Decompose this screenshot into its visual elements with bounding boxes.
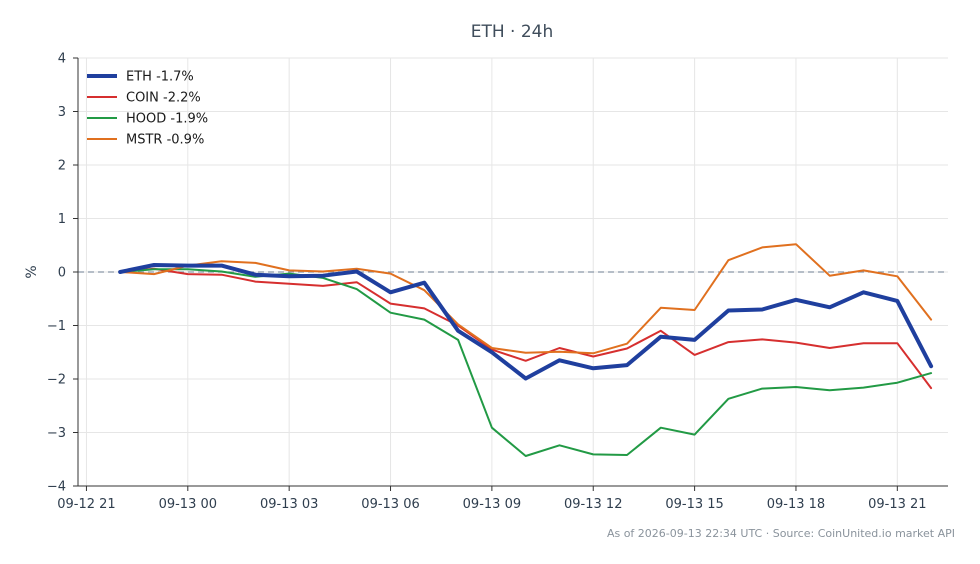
- x-tick-label: 09-13 18: [767, 497, 825, 512]
- x-tick-label: 09-13 09: [463, 497, 521, 512]
- y-axis-label: %: [24, 265, 40, 278]
- y-tick-label: −2: [47, 373, 66, 388]
- legend-label: COIN -2.2%: [126, 91, 201, 106]
- x-tick-label: 09-13 00: [159, 497, 217, 512]
- x-tick-label: 09-13 21: [868, 497, 926, 512]
- x-tick-label: 09-13 03: [260, 497, 318, 512]
- legend-label: MSTR -0.9%: [126, 133, 204, 148]
- x-tick-label: 09-12 21: [57, 497, 115, 512]
- x-tick-label: 09-13 06: [361, 497, 419, 512]
- y-tick-label: −1: [47, 319, 66, 334]
- series-line-mstr: [119, 243, 933, 355]
- axes: 4 3 2 1 0 −1 −2 −3 −4 09-12 21 09-13 00 09-13 03 09-…: [47, 52, 948, 512]
- x-tick-label: 09-13 15: [665, 497, 723, 512]
- series-line-coin: [119, 267, 933, 390]
- chart-footer: As of 2026-09-13 22:34 UTC · Source: Coi…: [607, 527, 955, 540]
- y-tick-label: 2: [58, 159, 66, 174]
- y-tick-label: −4: [47, 480, 66, 495]
- legend-label: ETH -1.7%: [126, 70, 194, 85]
- y-tick-label: −3: [47, 426, 66, 441]
- y-tick-label: 4: [58, 52, 66, 67]
- series-line-hood: [119, 268, 933, 457]
- x-tick-label: 09-13 12: [564, 497, 622, 512]
- y-tick-label: 3: [58, 105, 66, 120]
- chart-title: ETH · 24h: [471, 22, 554, 42]
- series-line-eth: [118, 263, 934, 381]
- series-group: [118, 243, 934, 457]
- legend: ETH -1.7% COIN -2.2% HOOD -1.9% MSTR -0.9%: [87, 70, 208, 148]
- y-tick-label: 0: [58, 266, 66, 281]
- y-tick-label: 1: [58, 212, 66, 227]
- legend-label: HOOD -1.9%: [126, 112, 208, 127]
